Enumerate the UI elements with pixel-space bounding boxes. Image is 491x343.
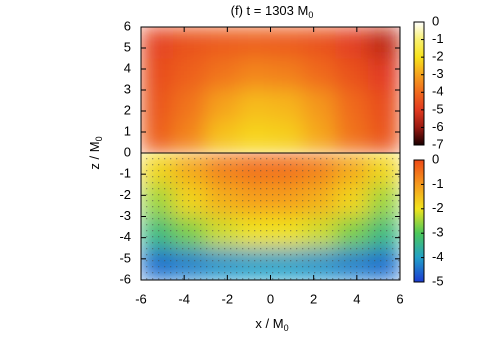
- x-tick-label: -6: [135, 291, 147, 306]
- colorbar-tick-label: -6: [432, 119, 444, 134]
- y-tick-label: 2: [124, 102, 131, 117]
- colorbar: [413, 159, 425, 283]
- heat-cell: [302, 58, 336, 91]
- y-tick-label: -4: [119, 229, 131, 244]
- heat-cell: [238, 58, 271, 91]
- colorbar-tick-label: 0: [432, 151, 439, 166]
- heat-cell: [367, 27, 400, 59]
- heat-cell: [238, 121, 271, 153]
- heat-cell: [335, 121, 369, 153]
- colorbar-tick-label: -4: [432, 249, 444, 264]
- heat-cell: [367, 90, 400, 122]
- heat-cell: [302, 90, 336, 122]
- colorbar-tick-label: 0: [432, 13, 439, 28]
- heat-cell: [205, 121, 239, 153]
- x-tick-label: -2: [222, 291, 234, 306]
- colorbar: [413, 21, 425, 146]
- heat-cell: [141, 90, 174, 122]
- x-tick-label: 4: [353, 291, 360, 306]
- velocity-arrows: [141, 153, 400, 280]
- colorbar-tick-label: -2: [432, 200, 444, 215]
- heat-cell: [141, 121, 174, 153]
- heat-cell: [335, 27, 369, 59]
- colorbar-tick-label: -4: [432, 84, 444, 99]
- x-tick-label: 2: [310, 291, 317, 306]
- heat-cell: [173, 90, 207, 122]
- heat-cell: [141, 58, 174, 91]
- heat-cell: [302, 121, 336, 153]
- heat-cell: [205, 58, 239, 91]
- colorbar-tick-label: -1: [432, 176, 444, 191]
- heat-cell: [270, 90, 304, 122]
- colorbar-tick-label: -2: [432, 49, 444, 64]
- y-axis-label: z / M0: [87, 136, 104, 169]
- colorbar-tick-label: -3: [432, 66, 444, 81]
- colorbar-tick-label: -7: [432, 136, 444, 151]
- x-tick-label: 6: [396, 291, 403, 306]
- y-tick-label: 1: [124, 123, 131, 138]
- heat-cell: [270, 27, 304, 59]
- y-tick-label: 0: [124, 144, 131, 159]
- y-tick-label: 3: [124, 81, 131, 96]
- colorbar-tick-label: -1: [432, 31, 444, 46]
- y-tick-label: -1: [119, 166, 131, 181]
- heat-cell: [302, 27, 336, 59]
- heat-cell: [173, 121, 207, 153]
- x-tick-label: -4: [178, 291, 190, 306]
- heat-cell: [173, 27, 207, 59]
- heat-cell: [270, 121, 304, 153]
- colorbar-tick-label: -5: [432, 273, 444, 288]
- y-tick-label: -5: [119, 250, 131, 265]
- heat-cell: [367, 58, 400, 91]
- heat-cell: [238, 27, 271, 59]
- cells: [141, 27, 400, 153]
- y-tick-label: -3: [119, 208, 131, 223]
- heat-cell: [238, 90, 271, 122]
- xlabel-text: x / M: [255, 316, 283, 331]
- heat-cell: [173, 58, 207, 91]
- x-axis-label: x / M0: [255, 316, 288, 333]
- colorbar-tick-label: -5: [432, 101, 444, 116]
- y-tick-label: -2: [119, 187, 131, 202]
- title-sub: 0: [308, 10, 313, 20]
- y-tick-label: 4: [124, 60, 131, 75]
- x-tick-label: 0: [267, 291, 274, 306]
- ylabel-sub: 0: [94, 136, 104, 141]
- panel-lower: [141, 153, 400, 280]
- heat-cell: [270, 58, 304, 91]
- y-tick-label: 5: [124, 39, 131, 54]
- title-text: (f) t = 1303 M: [231, 3, 309, 18]
- heat-cell: [335, 90, 369, 122]
- colorbar-tick-label: -3: [432, 225, 444, 240]
- ylabel-text: z / M: [87, 141, 102, 169]
- heat-cell: [205, 27, 239, 59]
- panel-upper: [141, 27, 400, 153]
- heat-cell: [141, 27, 174, 59]
- heat-cell: [367, 121, 400, 153]
- xlabel-sub: 0: [284, 323, 289, 333]
- heat-cell: [205, 90, 239, 122]
- chart-title: (f) t = 1303 M0: [231, 3, 314, 20]
- y-tick-label: -6: [119, 271, 131, 286]
- y-tick-label: 6: [124, 18, 131, 33]
- heat-cell: [335, 58, 369, 91]
